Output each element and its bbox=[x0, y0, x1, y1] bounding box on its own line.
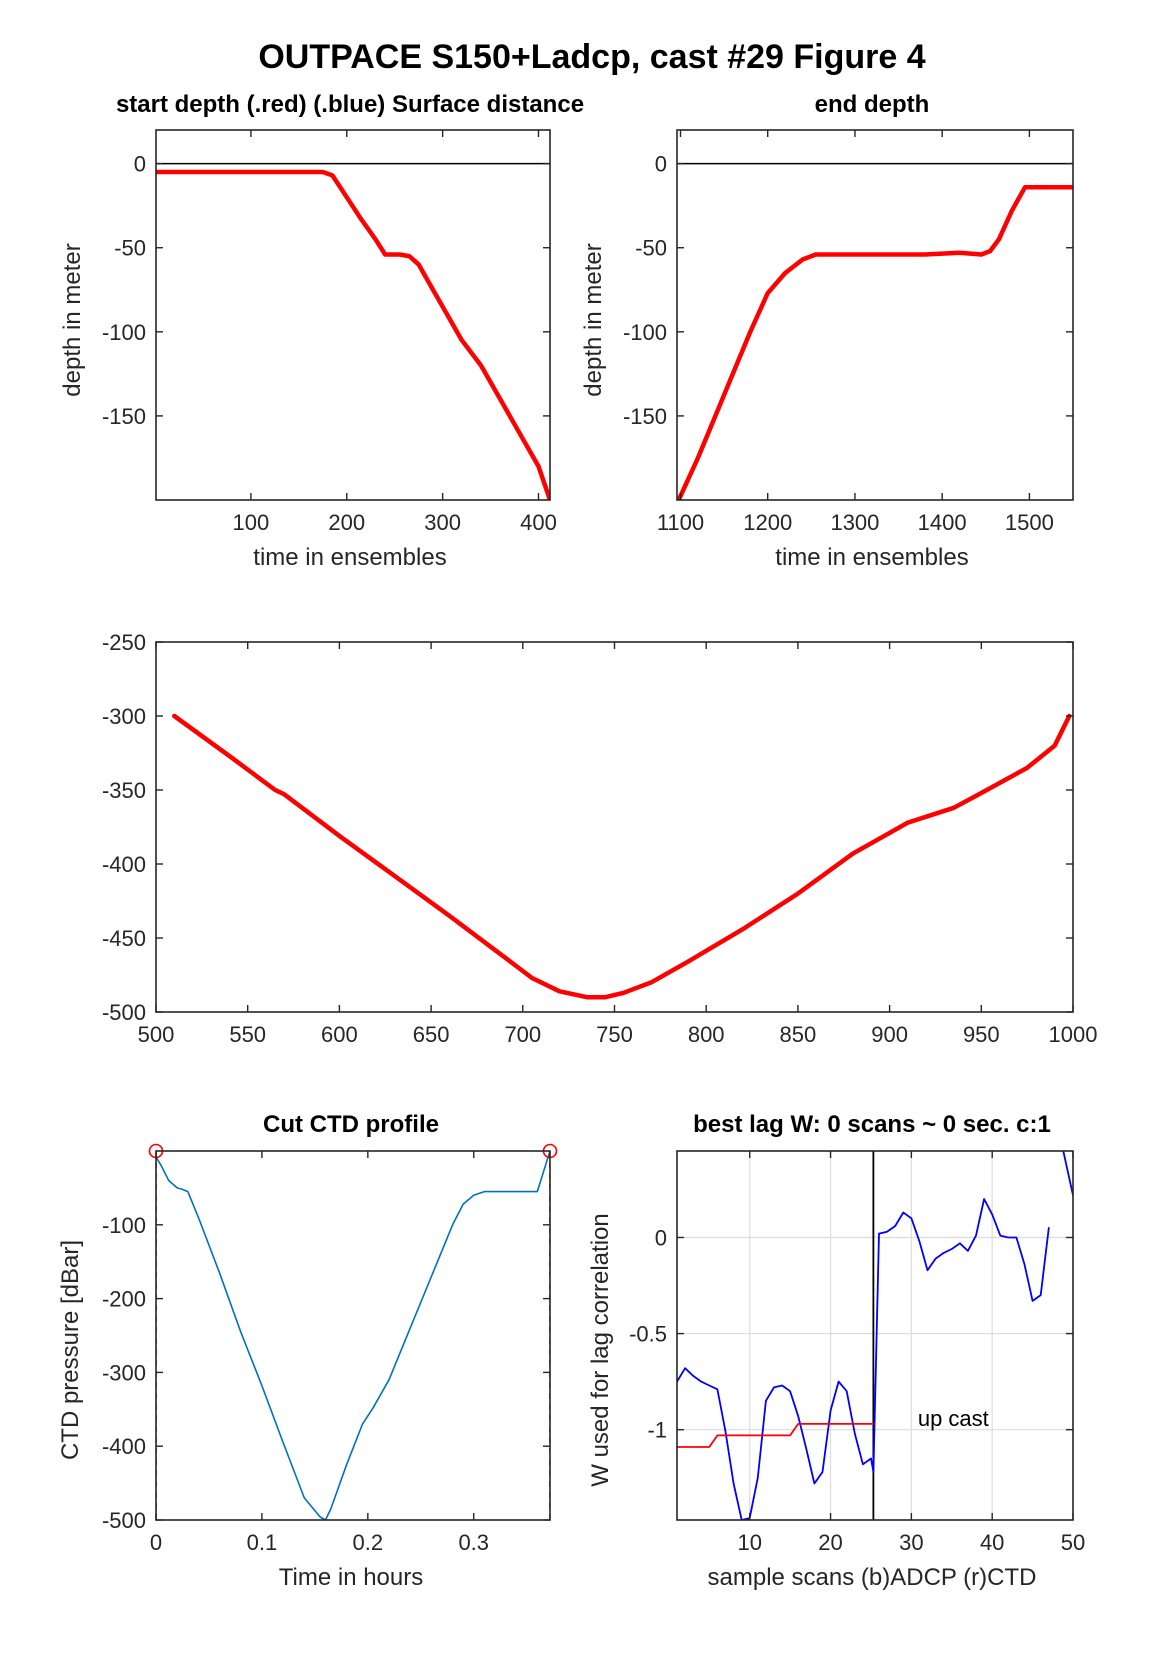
x-tick-label: 500 bbox=[138, 1022, 175, 1047]
axes-box bbox=[155, 129, 551, 501]
x-tick-label: 0.2 bbox=[353, 1530, 384, 1555]
start-depth-axes: start depth (.red) (.blue) Surface dista… bbox=[59, 91, 584, 571]
y-tick-label: -50 bbox=[114, 236, 146, 261]
data-series-line bbox=[1062, 1151, 1073, 1197]
figure-title: OUTPACE S150+Ladcp, cast #29 Figure 4 bbox=[258, 38, 925, 76]
y-tick-label: -350 bbox=[102, 778, 146, 803]
data-series-line bbox=[156, 169, 550, 500]
y-tick-label: -1 bbox=[647, 1418, 667, 1443]
x-tick-label: 800 bbox=[688, 1022, 725, 1047]
x-tick-label: 10 bbox=[737, 1530, 761, 1555]
surface-distance-plot: 500 550 600 650 700 750 800 850 900 950 1000 -250 -3… bbox=[102, 630, 1098, 1047]
y-tick-label: -100 bbox=[102, 1213, 146, 1238]
x-tick-label: 40 bbox=[980, 1530, 1004, 1555]
data-series-line bbox=[677, 1198, 1050, 1520]
y-tick-label: -300 bbox=[102, 1360, 146, 1385]
y-tick-label: -400 bbox=[102, 1434, 146, 1459]
series-group bbox=[156, 162, 550, 500]
y-tick-label: -50 bbox=[635, 236, 667, 261]
y-tick-label: -500 bbox=[102, 1000, 146, 1025]
lag-correlation-title: best lag W: 0 scans ~ 0 sec. c:1 bbox=[693, 1111, 1051, 1138]
y-tick-label: -150 bbox=[102, 404, 146, 429]
x-tick-label: 400 bbox=[520, 510, 557, 535]
y-tick-label: -400 bbox=[102, 852, 146, 877]
axes-box bbox=[155, 1150, 551, 1521]
y-tick-label: 0 bbox=[134, 152, 146, 177]
x-tick-label: 0.3 bbox=[458, 1530, 489, 1555]
lag-correlation-ylabel: W used for lag correlation bbox=[587, 1213, 614, 1486]
x-tick-label: 1400 bbox=[918, 510, 967, 535]
series-group bbox=[677, 1151, 1073, 1520]
data-series-line bbox=[677, 184, 1073, 500]
end-depth-xlabel: time in ensembles bbox=[775, 544, 968, 571]
x-tick-label: 1100 bbox=[657, 510, 704, 535]
lag-correlation-xlabel: sample scans (b)ADCP (r)CTD bbox=[708, 1564, 1037, 1591]
up-cast-label: up cast bbox=[918, 1406, 989, 1431]
x-tick-label: 1000 bbox=[1049, 1022, 1098, 1047]
data-series-line bbox=[156, 1151, 550, 1520]
x-tick-label: 20 bbox=[818, 1530, 842, 1555]
y-tick-label: -250 bbox=[102, 630, 146, 655]
cut-ctd-axes: Cut CTD profile Time in hours CTD pressu… bbox=[57, 1111, 558, 1591]
surface-distance-axes: 500 550 600 650 700 750 800 850 900 950 1000 -250 -3… bbox=[102, 630, 1098, 1047]
x-tick-label: 0 bbox=[150, 1530, 162, 1555]
cut-ctd-plot: 0 0.1 0.2 0.3 -100 -200 -300 -400 -500 bbox=[102, 1143, 558, 1555]
x-tick-label: 1200 bbox=[743, 510, 792, 535]
x-tick-label: 850 bbox=[780, 1022, 817, 1047]
start-depth-plot: 100 200 300 400 0 -50 -100 -150 bbox=[102, 129, 557, 535]
y-tick-label: -0.5 bbox=[629, 1322, 667, 1347]
x-tick-label: 0.1 bbox=[247, 1530, 278, 1555]
x-tick-label: 600 bbox=[321, 1022, 358, 1047]
data-series-line bbox=[172, 713, 1072, 1000]
series-group bbox=[172, 713, 1072, 1000]
x-tick-label: 1500 bbox=[1005, 510, 1054, 535]
series-group bbox=[156, 1151, 550, 1520]
x-tick-label: 100 bbox=[233, 510, 270, 535]
x-tick-label: 30 bbox=[899, 1530, 923, 1555]
y-tick-label: 0 bbox=[655, 152, 667, 177]
x-tick-label: 750 bbox=[596, 1022, 633, 1047]
lag-correlation-axes: best lag W: 0 scans ~ 0 sec. c:1 sample … bbox=[587, 1111, 1085, 1591]
axes-box bbox=[676, 1150, 1074, 1521]
x-tick-label: 950 bbox=[963, 1022, 1000, 1047]
end-depth-axes: end depth time in ensembles depth in met… bbox=[580, 91, 1074, 571]
x-tick-label: 1300 bbox=[830, 510, 879, 535]
cut-ctd-xlabel: Time in hours bbox=[279, 1564, 424, 1591]
x-tick-label: 300 bbox=[424, 510, 461, 535]
cut-ctd-ylabel: CTD pressure [dBar] bbox=[57, 1240, 84, 1460]
y-tick-label: -100 bbox=[102, 320, 146, 345]
y-tick-label: -450 bbox=[102, 926, 146, 951]
y-tick-label: -150 bbox=[623, 404, 667, 429]
start-depth-xlabel: time in ensembles bbox=[253, 544, 446, 571]
x-tick-label: 650 bbox=[413, 1022, 450, 1047]
x-tick-label: 200 bbox=[328, 510, 365, 535]
x-tick-label: 900 bbox=[871, 1022, 908, 1047]
y-tick-label: -200 bbox=[102, 1287, 146, 1312]
axes-box bbox=[155, 641, 1074, 1013]
start-depth-title: start depth (.red) (.blue) Surface dista… bbox=[116, 91, 584, 118]
y-tick-label: -500 bbox=[102, 1508, 146, 1533]
y-tick-label: -300 bbox=[102, 704, 146, 729]
x-tick-label: 550 bbox=[229, 1022, 266, 1047]
start-depth-ylabel: depth in meter bbox=[59, 243, 86, 396]
y-tick-label: 0 bbox=[655, 1225, 667, 1250]
x-tick-label: 700 bbox=[504, 1022, 541, 1047]
end-depth-title: end depth bbox=[815, 91, 930, 118]
lag-correlation-plot: up cast 10 20 30 40 50 0 -0.5 -1 bbox=[629, 1150, 1085, 1555]
series-group bbox=[677, 162, 1073, 500]
y-tick-label: -100 bbox=[623, 320, 667, 345]
data-series-line bbox=[677, 1423, 875, 1448]
end-depth-ylabel: depth in meter bbox=[580, 243, 607, 396]
x-tick-label: 50 bbox=[1061, 1530, 1085, 1555]
cut-ctd-title: Cut CTD profile bbox=[263, 1111, 439, 1138]
end-depth-plot: 1100 1200 1300 1400 1500 0 -50 -100 -150 bbox=[623, 129, 1074, 535]
axes-box bbox=[676, 129, 1074, 501]
